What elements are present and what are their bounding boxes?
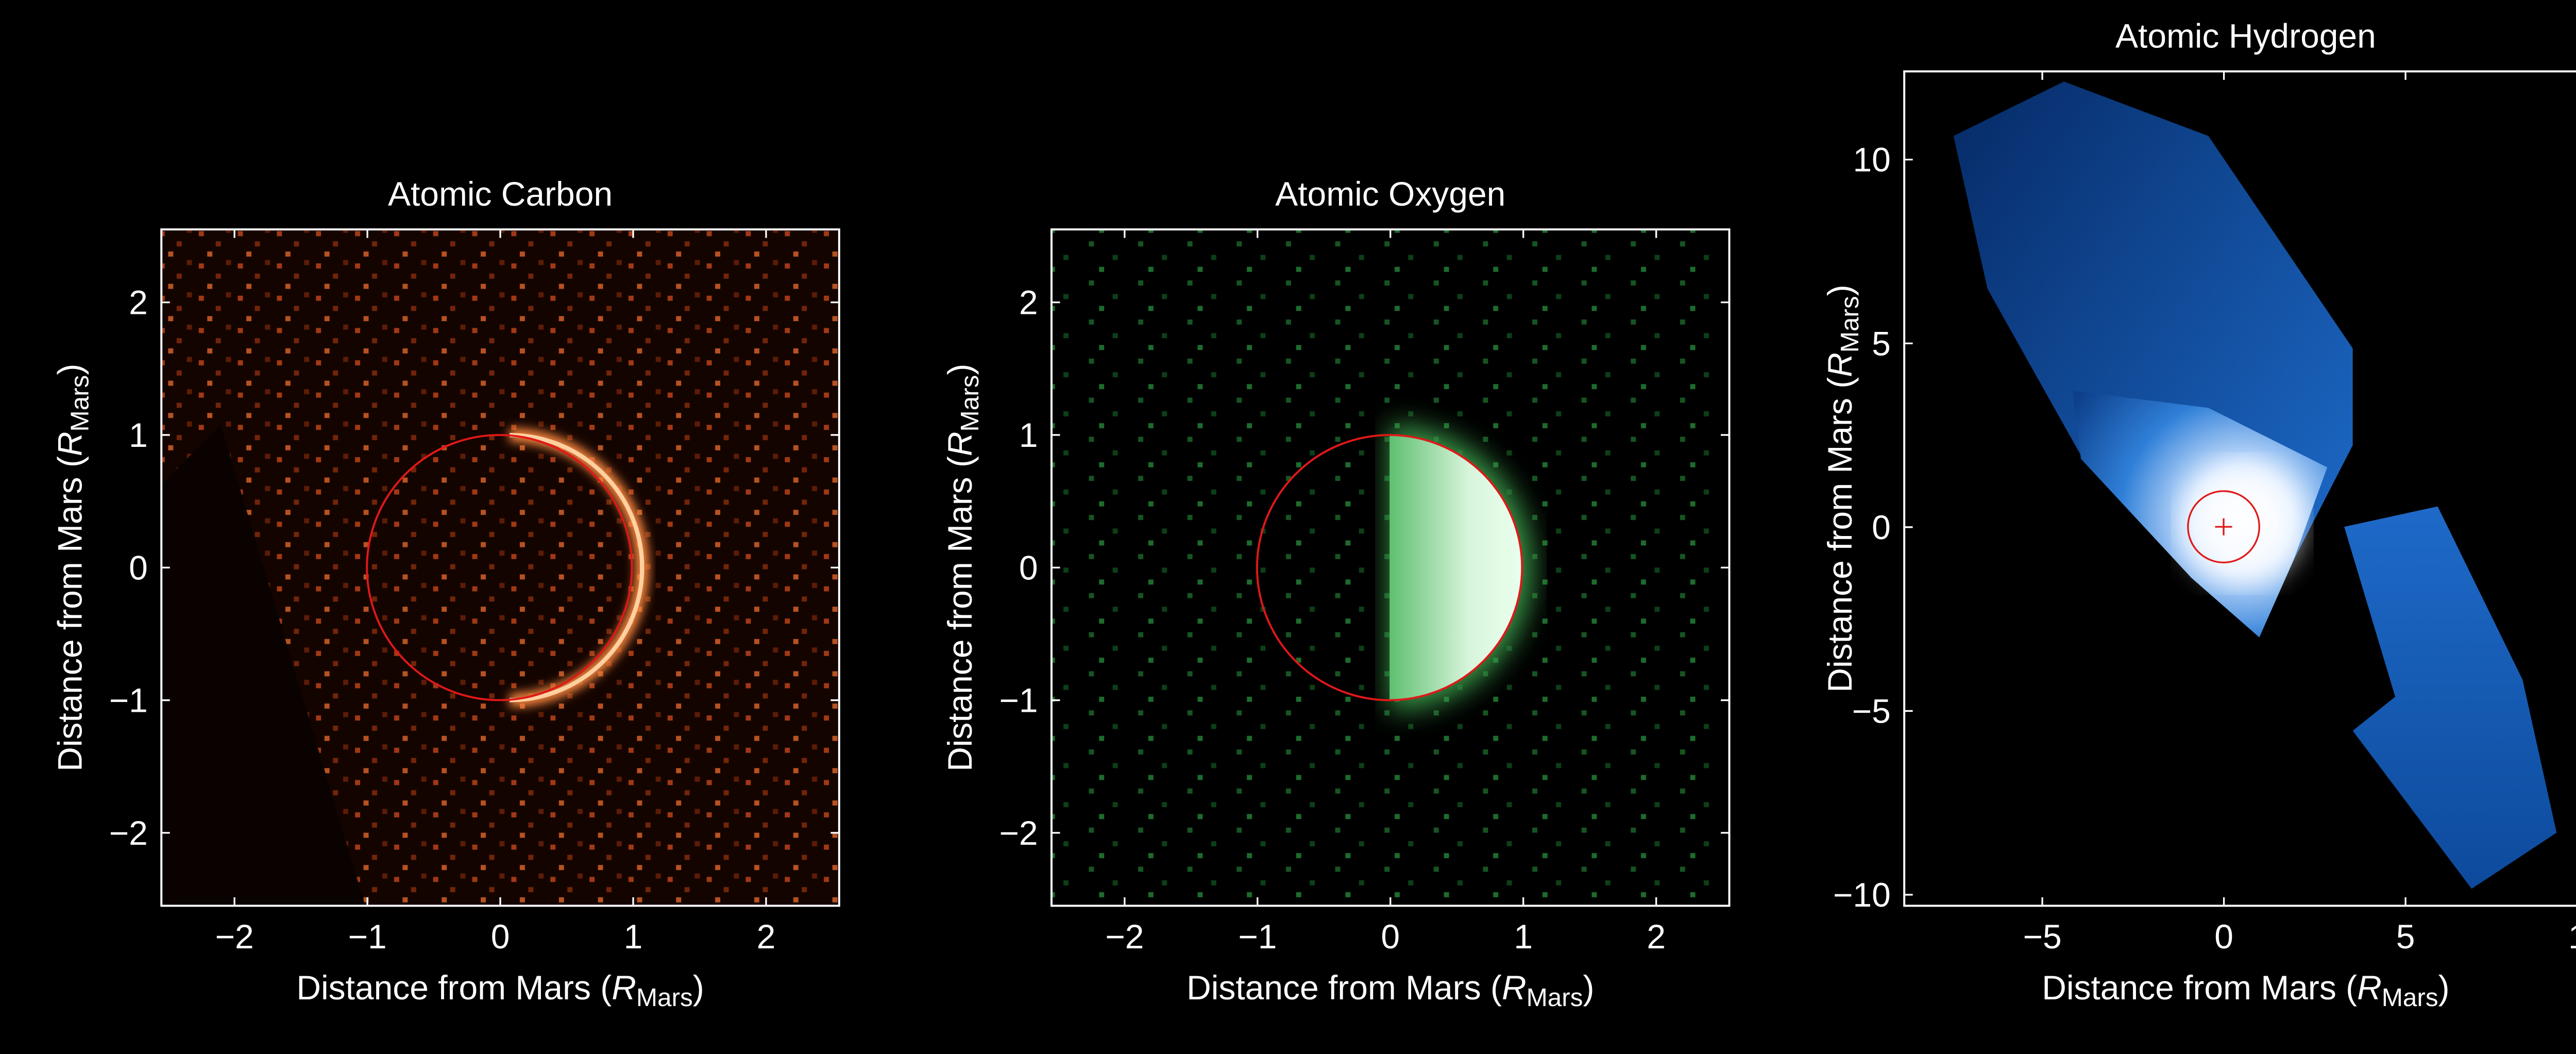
axis-label-part: ): [941, 364, 979, 375]
x-tick-label: 0: [491, 917, 510, 956]
x-axis-label: Distance from Mars (RMars): [2042, 968, 2449, 1012]
y-tick-label: 0: [1019, 548, 1038, 587]
axis-label-part: R: [50, 431, 89, 456]
axes-frame: [1903, 70, 2576, 907]
axis-label-part: Distance from Mars (: [296, 968, 612, 1007]
x-tick-label: 2: [1647, 917, 1666, 956]
axis-label-part: ): [50, 364, 89, 375]
axis-label-part: R: [1821, 353, 1859, 377]
x-axis-label: Distance from Mars (RMars): [1187, 968, 1594, 1012]
x-axis-label: Distance from Mars (RMars): [296, 968, 704, 1012]
axis-label-part: Distance from Mars (: [1821, 377, 1859, 693]
x-tick-label: 0: [2214, 917, 2233, 956]
axis-label-part: Mars: [1527, 983, 1583, 1012]
x-tick-label: 2: [757, 917, 776, 956]
panel-title: Atomic Oxygen: [1275, 175, 1505, 213]
x-tick-label: 5: [2396, 917, 2415, 956]
panel-title: Atomic Hydrogen: [2115, 16, 2376, 55]
y-tick-label: −2: [109, 814, 148, 852]
y-tick-label: −5: [1852, 692, 1891, 730]
hydrogen-image: [1904, 71, 2576, 906]
y-tick-label: 1: [129, 416, 148, 454]
carbon-image: [161, 229, 839, 906]
x-tick-label: −1: [348, 917, 386, 956]
axis-label-part: Mars: [2382, 983, 2438, 1012]
x-tick-label: −2: [215, 917, 254, 956]
panel-title: Atomic Carbon: [388, 175, 613, 213]
axis-label-part: Mars: [636, 983, 693, 1012]
axis-label-part: ): [2438, 968, 2450, 1007]
y-axis-label: Distance from Mars (RMars): [50, 364, 94, 772]
axis-label-part: ): [1821, 285, 1859, 296]
x-tick-label: −2: [1105, 917, 1144, 956]
axis-label-part: Mars: [956, 375, 984, 432]
axis-label-part: Distance from Mars (: [941, 456, 979, 772]
axis-label-part: R: [2357, 968, 2382, 1007]
axis-label-part: Distance from Mars (: [1187, 968, 1502, 1007]
y-axis-label: Distance from Mars (RMars): [1821, 285, 1864, 692]
axis-label-part: ): [693, 968, 704, 1007]
y-tick-label: 0: [129, 548, 148, 587]
x-tick-label: 1: [1514, 917, 1533, 956]
panel: Atomic Oxygen −2 −1 0 1 2 −2 −1 0 1 2 Distance from…: [941, 175, 1731, 1012]
axis-label-part: Mars: [65, 375, 94, 432]
y-tick-label: −1: [999, 681, 1038, 720]
y-tick-label: −10: [1833, 876, 1891, 914]
panel: Atomic Hydrogen −5 0 5 10 −10 −5 0 5 10 Distance f…: [1821, 16, 2576, 1012]
panel: Atomic Carbon −2 −1 0 1 2 −2 −1 0 1 2 Distance from…: [50, 175, 840, 1012]
axis-label-part: R: [612, 968, 636, 1007]
axis-label-part: R: [941, 431, 979, 456]
y-tick-label: 1: [1019, 416, 1038, 454]
x-tick-label: −1: [1238, 917, 1277, 956]
y-tick-label: −2: [999, 814, 1038, 852]
axis-label-part: Mars: [1836, 296, 1864, 353]
y-tick-label: 0: [1872, 508, 1891, 546]
x-tick-label: 10: [2568, 917, 2576, 956]
y-axis-label: Distance from Mars (RMars): [941, 364, 984, 772]
axis-label-part: Distance from Mars (: [2042, 968, 2357, 1007]
axis-label-part: ): [1583, 968, 1594, 1007]
x-tick-label: 0: [1381, 917, 1400, 956]
axis-label-part: Distance from Mars (: [50, 456, 89, 772]
oxygen-image: [1051, 229, 1730, 906]
y-tick-label: −1: [109, 681, 148, 720]
y-tick-label: 2: [1019, 283, 1038, 322]
x-tick-label: 1: [624, 917, 643, 956]
y-tick-label: 2: [129, 283, 148, 322]
y-tick-label: 5: [1872, 324, 1891, 362]
y-tick-label: 10: [1853, 141, 1890, 179]
x-tick-label: −5: [2023, 917, 2061, 956]
axis-label-part: R: [1502, 968, 1527, 1007]
